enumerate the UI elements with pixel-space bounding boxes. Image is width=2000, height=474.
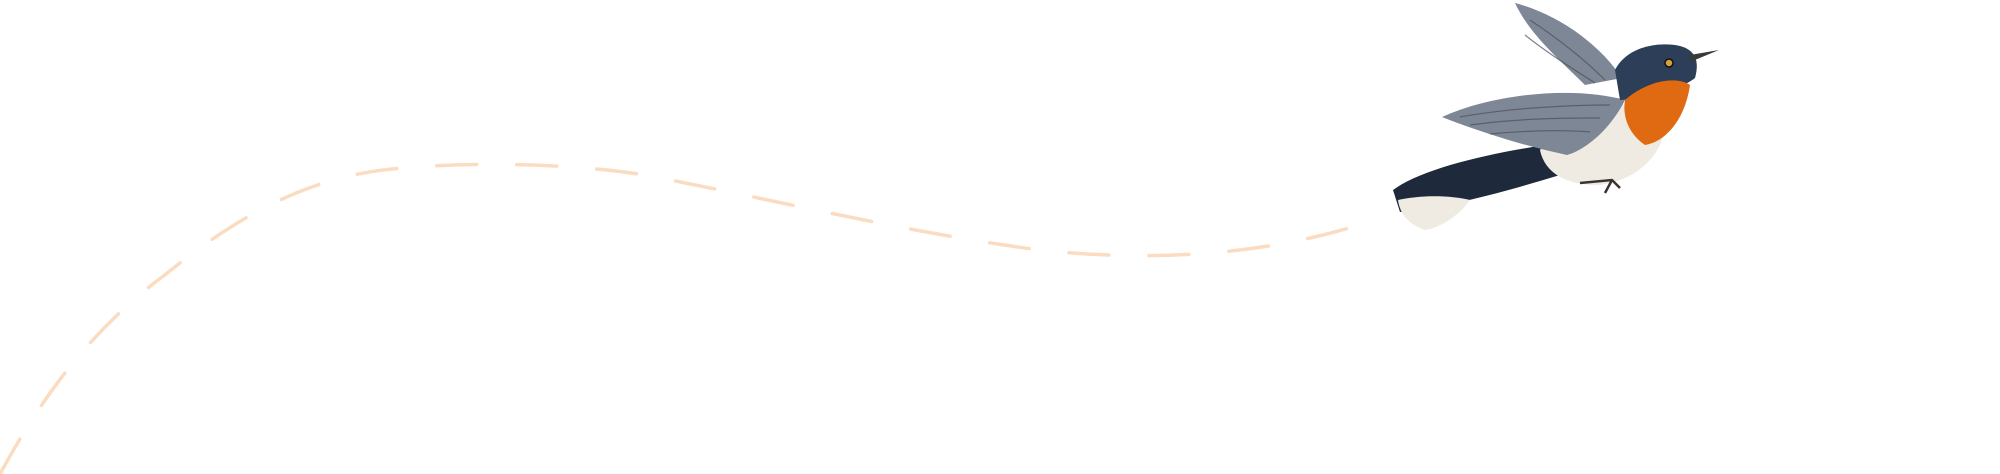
bird-icon bbox=[1393, 3, 1719, 230]
dashed-flight-path bbox=[0, 162, 1354, 474]
